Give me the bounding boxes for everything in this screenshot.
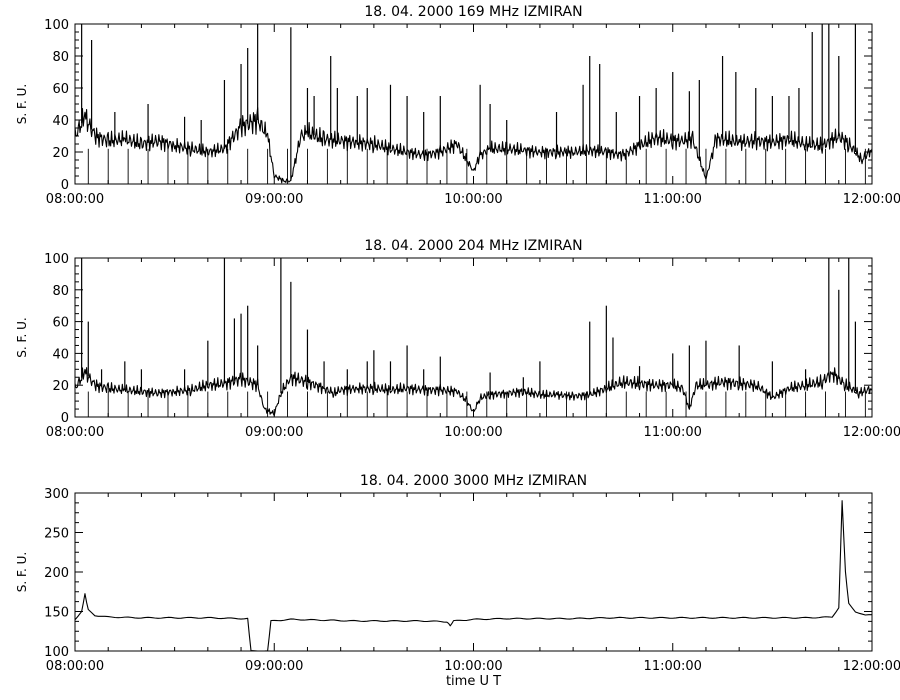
y-tick-label: 60 [52, 316, 69, 331]
y-tick-label: 250 [44, 527, 69, 542]
x-tick-label: 08:00:00 [46, 659, 104, 674]
chart-title: 18. 04. 2000 204 MHz IZMIRAN [364, 238, 582, 254]
x-tick-label: 10:00:00 [444, 659, 502, 674]
series-line [74, 107, 873, 184]
chart-title: 18. 04. 2000 169 MHz IZMIRAN [364, 4, 582, 20]
x-tick-label: 10:00:00 [444, 425, 502, 440]
x-tick-label: 11:00:00 [644, 659, 702, 674]
y-axis-label: S. F. U. [15, 317, 29, 357]
plot-frame [74, 23, 873, 185]
chart-panel-1: 18. 04. 2000 169 MHz IZMIRAN S. F. U. 0 20 4… [15, 4, 900, 207]
y-tick-label: 100 [44, 18, 69, 33]
y-tick-label: 300 [44, 487, 69, 502]
plot-frame [74, 492, 873, 652]
y-axis-label: S. F. U. [15, 84, 29, 124]
x-tick-label: 11:00:00 [644, 425, 702, 440]
series-line [74, 367, 873, 417]
x-tick-label: 12:00:00 [843, 192, 900, 207]
x-tick-label: 12:00:00 [843, 425, 900, 440]
x-axis-label: time U T [446, 674, 501, 689]
x-tick-label: 08:00:00 [46, 192, 104, 207]
y-tick-label: 60 [52, 82, 69, 97]
y-tick-label: 200 [44, 566, 69, 581]
y-tick-label: 40 [52, 114, 69, 129]
x-tick-label: 11:00:00 [644, 192, 702, 207]
y-tick-label: 20 [52, 379, 69, 394]
y-tick-label: 100 [44, 252, 69, 267]
y-tick-label: 150 [44, 606, 69, 621]
plot-frame [74, 257, 873, 418]
x-tick-label: 09:00:00 [245, 425, 303, 440]
chart-panel-3: 18. 04. 2000 3000 MHz IZMIRAN S. F. U. 100… [15, 473, 900, 689]
y-tick-label: 40 [52, 347, 69, 362]
x-tick-label: 10:00:00 [444, 192, 502, 207]
x-tick-label: 09:00:00 [245, 192, 303, 207]
y-tick-label: 0 [61, 411, 69, 426]
y-axis-label: S. F. U. [15, 552, 29, 592]
y-tick-label: 80 [52, 50, 69, 65]
chart-panel-2: 18. 04. 2000 204 MHz IZMIRAN S. F. U. 0 20 4… [15, 238, 900, 440]
chart-title: 18. 04. 2000 3000 MHz IZMIRAN [360, 473, 587, 489]
x-tick-label: 09:00:00 [245, 659, 303, 674]
y-tick-label: 20 [52, 146, 69, 161]
series-line [74, 500, 873, 652]
x-tick-label: 12:00:00 [843, 659, 900, 674]
y-tick-label: 80 [52, 284, 69, 299]
x-tick-label: 08:00:00 [46, 425, 104, 440]
y-tick-label: 0 [61, 178, 69, 193]
y-tick-label: 100 [44, 645, 69, 660]
